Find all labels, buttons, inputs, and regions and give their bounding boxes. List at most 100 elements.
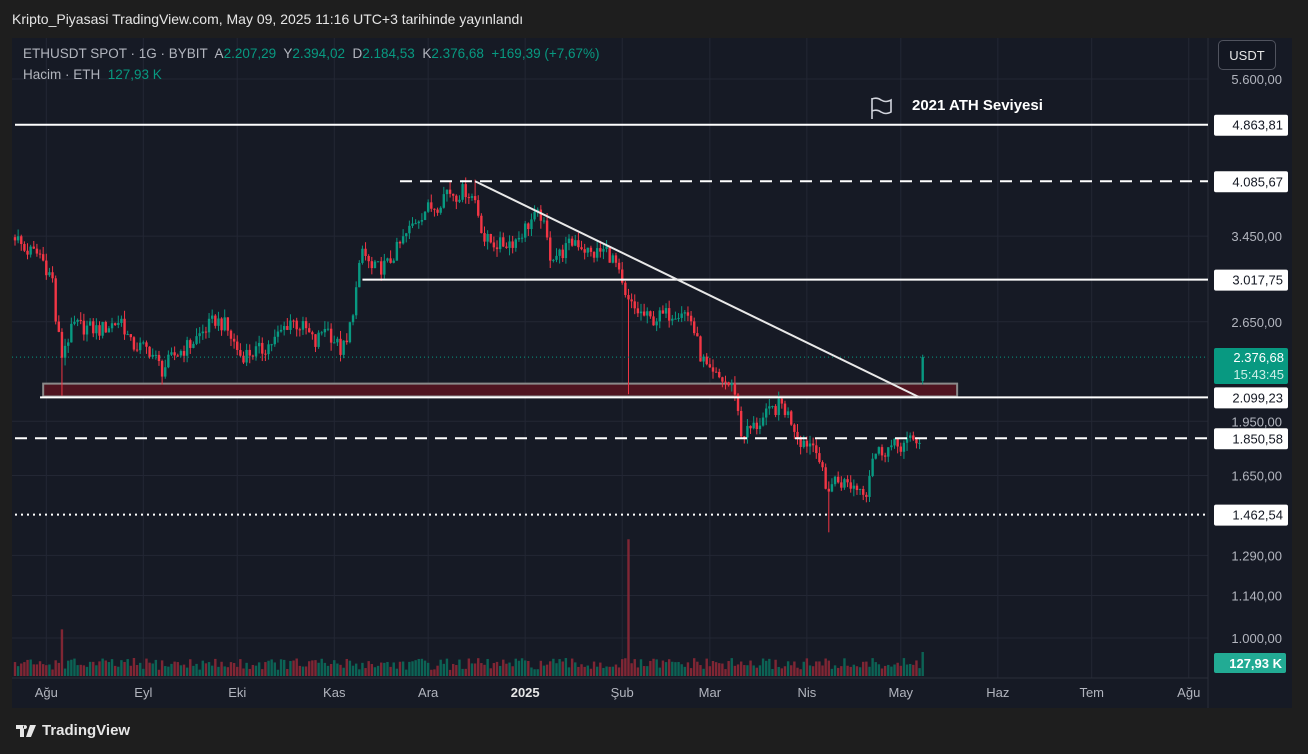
volume-bar [201,660,204,676]
candle [430,202,433,209]
candle [455,195,458,202]
candle [639,311,643,314]
candle [589,247,593,252]
candle [248,349,251,356]
trendline[interactable] [474,180,921,399]
volume-bar [549,661,552,676]
candle [176,355,179,357]
price-tick-label: 2.650,00 [1231,315,1282,330]
candle [896,438,899,447]
open-value: 2.207,29 [223,46,277,61]
volume-bar [915,660,918,676]
volume-bar [395,668,399,676]
volume-bar [189,659,192,676]
volume-bar [605,666,608,676]
candle [289,320,292,330]
candle [908,435,912,438]
volume-bar [308,661,311,676]
candle [899,446,902,452]
candle [439,207,442,213]
volume-bar [210,665,214,676]
candle [101,322,104,336]
candle [561,249,564,259]
volume-bar [696,661,699,676]
price-axis[interactable]: 5.600,00 3.450,00 2.650,00 1.950,00 1.650,00… [1231,72,1282,646]
candle [264,353,267,355]
support-zone-box [42,382,959,398]
volume-bar [417,658,420,676]
volume-bar [530,667,533,676]
candle [148,346,151,357]
volume-bar [567,667,571,676]
candle [151,354,154,357]
candle [652,316,655,326]
volume-bar [192,665,195,676]
candle [452,193,455,196]
candle [755,422,759,430]
brand-name: TradingView [42,722,131,739]
candle [570,238,574,246]
candle [189,340,192,348]
volume-bar [802,661,805,676]
candle [88,321,92,326]
volume-bar [736,664,740,676]
horizontal-levels[interactable]: 4.863,81 4.085,67 3.017,75 2.099,23 1.850,58… [12,114,1288,526]
candle [41,254,45,261]
candle [514,239,517,248]
candle [139,342,142,351]
open-label: A [214,46,224,61]
candle [858,489,862,491]
ath-annotation[interactable]: 2021 ATH Seviyesi [871,97,1043,119]
candle [611,255,615,263]
candle [286,326,289,330]
candle [323,328,327,333]
candle [132,337,136,350]
volume-bar [142,668,145,676]
price-tick-label: 3.450,00 [1231,229,1282,244]
symbol-info[interactable]: ETHUSDT SPOT · 1G · BYBIT [23,46,208,61]
volume-bar [539,660,543,676]
candle [414,223,417,225]
candle [192,343,195,348]
volume-bar [765,660,768,676]
candle [696,333,699,337]
candle [905,437,909,443]
candle [796,431,799,438]
volume-bar [624,658,627,676]
volume-bar [220,661,223,676]
tradingview-logo[interactable]: TradingView [16,722,130,739]
volume-bar [273,662,276,676]
candle [301,321,305,330]
candle [23,244,26,251]
candle [545,220,549,238]
candle [311,332,314,335]
volume-bar [718,663,721,676]
volume-bar [505,663,508,676]
volume-bar [370,664,374,676]
volume-bar [123,661,126,676]
time-axis[interactable]: Ağu Eyl Eki Kas Ara 2025 Şub Mar Nis May Haz Tem Ağu [35,685,1201,700]
time-tick-label: Mar [699,685,722,700]
volume-bar [739,661,743,676]
candle [154,354,158,356]
volume-bar [574,662,577,676]
candle [79,319,82,321]
volume-bar [289,661,292,676]
volume-bar [113,665,117,676]
candle [376,261,380,263]
candle [370,261,374,269]
volume-bar [649,660,652,676]
currency-button[interactable]: USDT [1218,40,1276,70]
candle [304,321,308,329]
volume-bar [110,659,114,676]
volume-bar [408,661,411,676]
candle [520,237,524,239]
candle [386,258,389,261]
volume-bar [827,660,830,676]
candle [605,246,608,249]
volume-bar [671,661,674,676]
volume-bar [282,659,286,676]
level-price-label: 1.850,58 [1232,431,1283,446]
candle [63,345,67,358]
